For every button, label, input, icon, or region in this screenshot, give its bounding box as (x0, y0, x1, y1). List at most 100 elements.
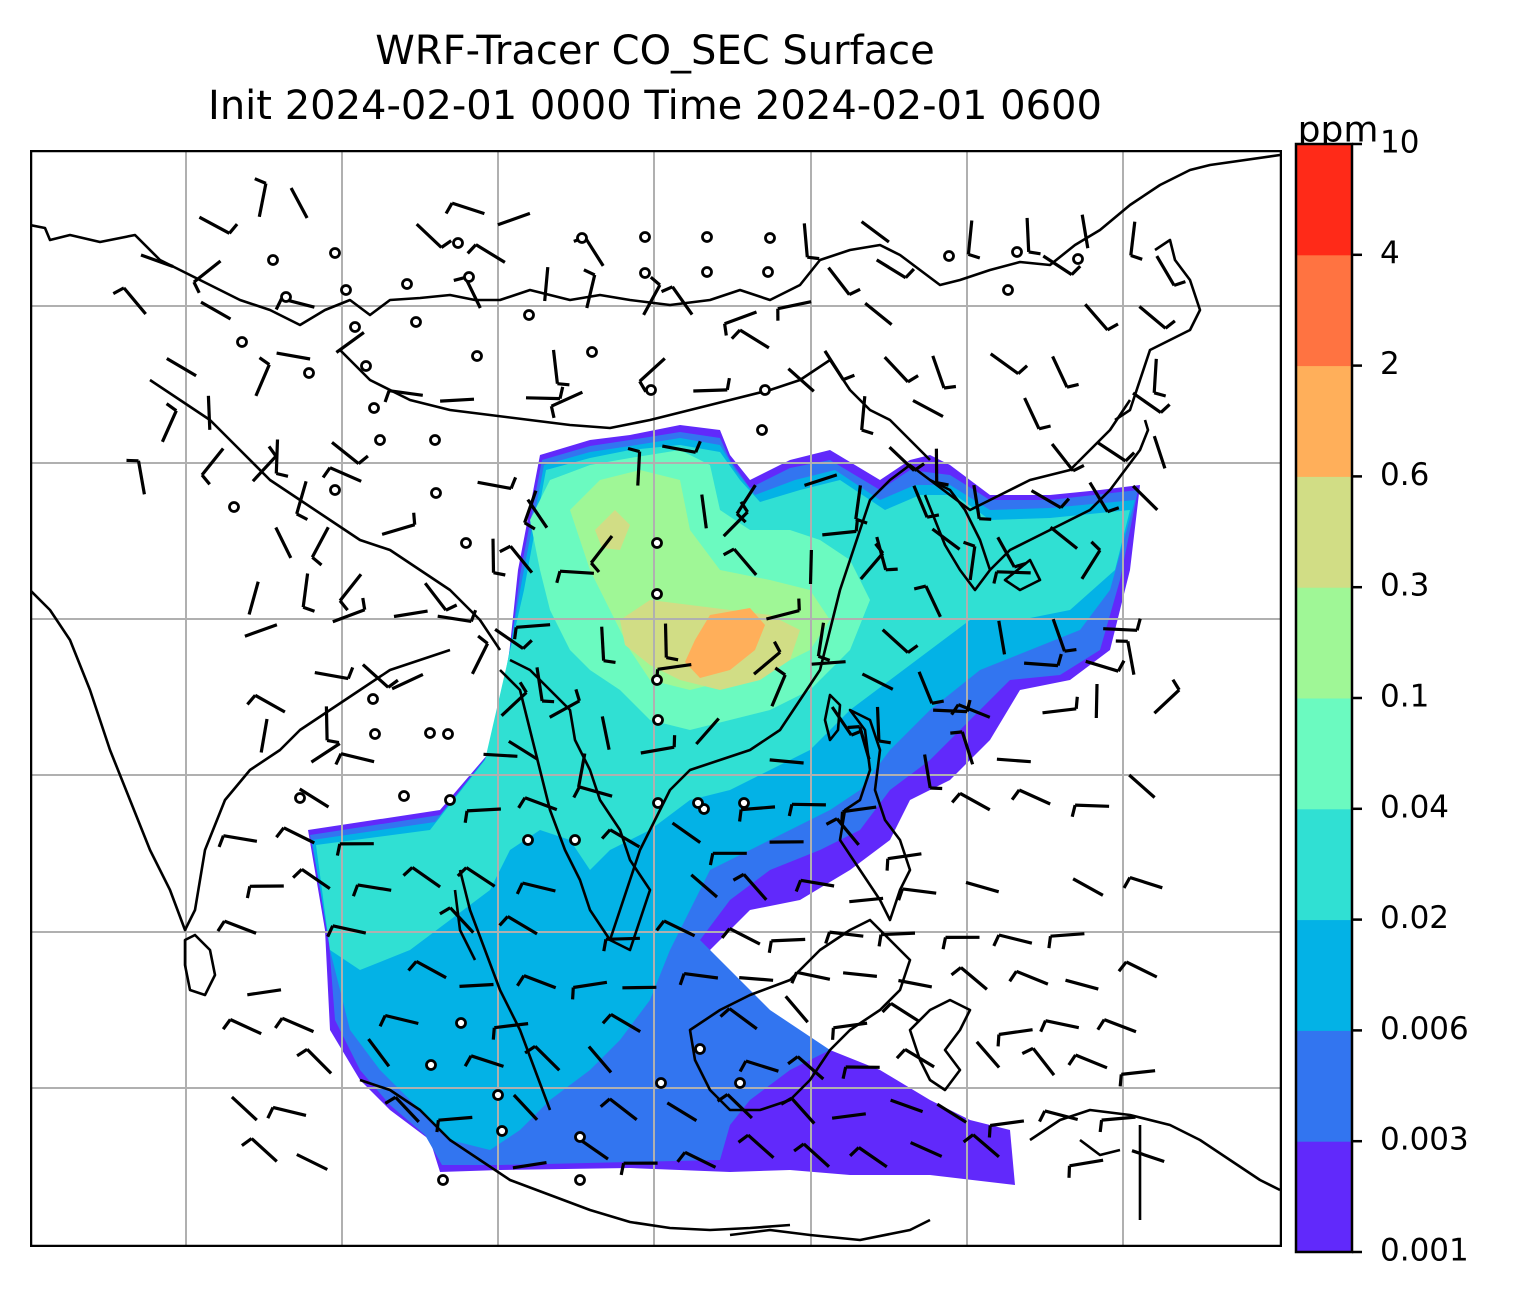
wind-barb (340, 752, 375, 764)
coastline-sumatra (359, 1078, 791, 1232)
wind-barb-feather (1164, 319, 1176, 330)
calm-wind-circle (492, 1089, 504, 1101)
wind-barb-feather (842, 373, 855, 382)
wind-barb (160, 410, 178, 443)
wind-barb (1025, 217, 1031, 252)
wind-barb (491, 538, 496, 573)
wind-barb (506, 915, 538, 936)
wind-barb (864, 301, 893, 326)
wind-barb (140, 253, 174, 269)
wind-barb (1094, 683, 1099, 719)
wind-barb (384, 1013, 419, 1026)
wind-barb-feather (469, 609, 478, 622)
wind-barb (728, 927, 761, 946)
wind-barb-feather (738, 809, 743, 822)
wind-barb (583, 236, 605, 267)
wind-barb-feather (555, 570, 562, 584)
wind-barb (875, 258, 907, 280)
coastline-kamchatka (1114, 238, 1202, 422)
wind-barb-feather (291, 868, 303, 879)
wind-barb (747, 1133, 775, 1159)
colorbar-band (1296, 919, 1352, 1031)
wind-barb-feather (881, 1002, 893, 1014)
coastline-korea (923, 478, 992, 592)
wind-barb-feather (638, 380, 648, 393)
wind-barb (1050, 443, 1075, 472)
calm-wind-circle (329, 484, 341, 496)
wind-barb-feather (1070, 804, 1077, 818)
wind-barb-feather (737, 1133, 750, 1144)
wind-barb (854, 485, 862, 520)
colorbar-band (1296, 476, 1352, 588)
wind-barb-feather (817, 654, 831, 662)
wind-barb-feather (499, 544, 512, 554)
calm-wind-circle (569, 834, 581, 846)
wind-barb-feather (931, 699, 944, 705)
wind-barb-feather (513, 627, 518, 640)
wind-barb (578, 785, 613, 798)
wind-barb (740, 805, 776, 812)
wind-barb (475, 243, 506, 264)
wind-barb (466, 807, 501, 813)
wind-barb-feather (517, 796, 527, 809)
wind-barb (1031, 1047, 1056, 1077)
wind-barb (642, 284, 662, 316)
wind-barb-feather (992, 934, 1001, 947)
wind-barb (522, 881, 556, 893)
wind-barb (912, 485, 929, 518)
wind-barb-feather (571, 987, 575, 1000)
border-china-mongolia (339, 349, 831, 430)
wind-barb (573, 980, 608, 990)
calm-wind-circle (574, 1174, 586, 1186)
wind-barb (507, 739, 539, 761)
wind-barb (200, 447, 225, 476)
calm-wind-circle (303, 367, 315, 379)
wind-barb (904, 1048, 935, 1069)
wind-barb-feather (1059, 497, 1071, 509)
wind-barb-feather (723, 323, 728, 336)
wind-barb (996, 570, 1031, 575)
wind-barb (831, 1112, 867, 1120)
wind-barb (1074, 1053, 1108, 1070)
wind-barb-feather (950, 703, 960, 716)
wind-barb (1101, 1115, 1136, 1122)
wind-barb-feather (941, 937, 948, 950)
wind-barb-feather (311, 556, 323, 567)
wind-barb-feather (346, 666, 355, 680)
wind-barb (790, 1097, 816, 1125)
wind-barb (310, 742, 341, 764)
wind-barb-feather (602, 939, 608, 952)
wind-barb (860, 220, 890, 244)
wind-barb (523, 974, 557, 990)
calm-wind-circle (360, 360, 372, 372)
calm-wind-circle (280, 291, 292, 303)
wind-barb-feather (719, 1007, 731, 1018)
wind-barb-feather (992, 571, 999, 584)
wind-barb-feather (1013, 561, 1027, 569)
wind-barb-feather (655, 919, 666, 932)
wind-barb (605, 936, 640, 941)
wind-barb-feather (558, 386, 565, 399)
wind-barb (1153, 688, 1181, 715)
wind-barb (272, 1105, 307, 1117)
wind-barb (742, 873, 768, 901)
wind-barb (684, 1150, 717, 1169)
wind-barb-feather (509, 476, 518, 490)
wind-barb-feather (950, 792, 962, 804)
coastline-taiwan (823, 693, 842, 742)
wind-barb (254, 693, 286, 714)
wind-barb (579, 1138, 609, 1161)
wind-barb-feather (603, 659, 616, 664)
wind-barb-feather (660, 285, 674, 294)
wind-barb-feather (407, 960, 418, 972)
wind-barb (500, 691, 528, 717)
wind-barb-feather (493, 571, 506, 577)
colorbar-tick-label: 0.3 (1380, 568, 1429, 604)
calm-wind-circle (1072, 253, 1084, 265)
wind-barb-feather (589, 561, 601, 574)
wind-barb-feather (515, 882, 524, 895)
wind-barb-feather (466, 243, 478, 255)
wind-barb (752, 650, 782, 676)
wind-barb (732, 547, 758, 576)
